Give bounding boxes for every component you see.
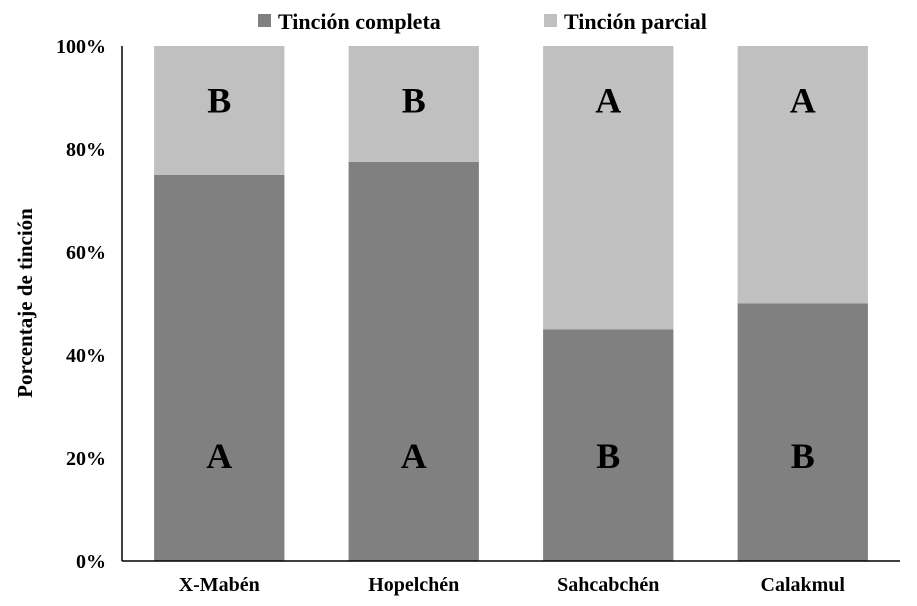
bar-segment-complete <box>348 161 479 561</box>
y-tick-label: 20% <box>66 448 106 470</box>
significance-letter: A <box>401 436 427 476</box>
bar-segment-complete <box>154 174 285 561</box>
bar-segment-complete <box>543 329 674 561</box>
legend-label-complete: Tinción completa <box>278 9 441 34</box>
legend-swatch-complete <box>258 14 271 27</box>
y-tick-label: 100% <box>56 36 106 58</box>
significance-letter: A <box>206 436 232 476</box>
y-tick-label: 60% <box>66 242 106 264</box>
y-tick-label: 0% <box>76 551 106 573</box>
legend: Tinción completa Tinción parcial <box>258 9 707 34</box>
x-tick-label: Calakmul <box>761 574 846 596</box>
y-axis-label: Porcentaje de tinción <box>13 208 37 398</box>
bar-segment-complete <box>737 303 868 561</box>
legend-label-partial: Tinción parcial <box>564 9 707 34</box>
x-tick-label: X-Mabén <box>179 574 260 596</box>
y-tick-label: 80% <box>66 139 106 161</box>
bar-segment-partial <box>543 46 674 330</box>
significance-letter: B <box>402 81 426 121</box>
bar-segment-partial <box>154 46 285 175</box>
x-tick-label: Sahcabchén <box>557 574 659 596</box>
bars <box>154 46 868 561</box>
significance-letter: B <box>791 436 815 476</box>
significance-letter: A <box>790 81 816 121</box>
bar-segment-partial <box>348 46 479 162</box>
significance-letter: B <box>596 436 620 476</box>
x-tick-label: Hopelchén <box>368 574 459 596</box>
significance-letter: B <box>207 81 231 121</box>
legend-swatch-partial <box>544 14 557 27</box>
bar-segment-partial <box>737 46 868 304</box>
y-tick-label: 40% <box>66 345 106 367</box>
x-tick-labels: X-Mabén Hopelchén Sahcabchén Calakmul <box>179 574 846 596</box>
significance-letter: A <box>595 81 621 121</box>
y-tick-labels: 0% 20% 40% 60% 80% 100% <box>56 36 106 573</box>
bar-letters: A B A B B A B A <box>206 81 816 477</box>
